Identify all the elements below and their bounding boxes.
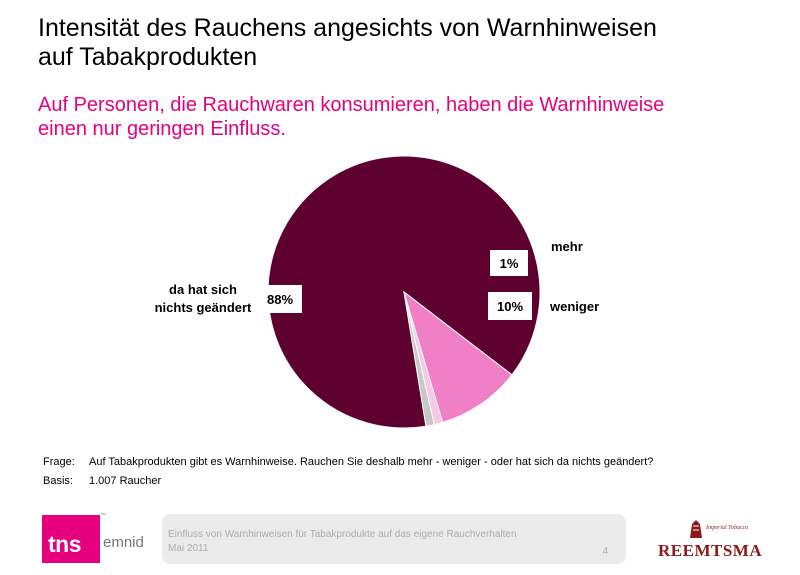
reemtsma-logo-text: REEMTSMA (658, 541, 763, 560)
footer-date: Mai 2011 (168, 543, 209, 554)
value-label-box-0 (258, 285, 302, 313)
title-line-1: Intensität des Rauchens angesichts von W… (38, 14, 657, 42)
brand-mark-text: Imperial Tobacco (705, 525, 748, 531)
value-label-0: 88% (267, 292, 293, 307)
value-label-box-2 (490, 250, 528, 276)
basis-text: 1.007 Raucher (89, 475, 162, 487)
title-line-2: auf Tabakprodukten (38, 43, 258, 71)
pie-slice-1 (403, 290, 513, 424)
value-label-1: 10% (497, 299, 523, 314)
footer-bar: Einfluss von Warnhinweisen für Tabakprod… (162, 514, 626, 564)
page-subtitle: Auf Personen, die Rauchwaren konsumieren… (38, 93, 778, 141)
category-label-0-line-1: da hat sich (169, 282, 237, 297)
tns-logo: tns ™ (42, 513, 106, 563)
category-label-2: mehr (551, 239, 583, 254)
page-number: 4 (602, 546, 608, 557)
footer-study-title: Einfluss von Warnhinweisen für Tabakprod… (168, 529, 517, 540)
question-text: Auf Tabakprodukten gibt es Warnhinweise.… (89, 456, 654, 468)
imperial-tobacco-logo: Imperial Tobacco (690, 520, 748, 538)
emnid-logo-text: emnid (103, 534, 144, 551)
question-key: Frage: (43, 456, 75, 468)
value-label-box-1 (488, 292, 532, 320)
basis-key: Basis: (43, 475, 73, 487)
subtitle-line-2: einen nur geringen Einfluss. (38, 118, 286, 140)
pie-chart: 88% 10% 1% da hat sich nichts geändert wenige… (155, 155, 599, 429)
tns-logo-text: tns (48, 531, 82, 557)
category-label-1: weniger (549, 299, 599, 314)
page-title: Intensität des Rauchens angesichts von W… (38, 14, 778, 72)
value-label-2: 1% (500, 256, 519, 271)
subtitle-line-1: Auf Personen, die Rauchwaren konsumieren… (38, 94, 665, 116)
trademark-mark: ™ (100, 513, 106, 519)
category-label-0-line-2: nichts geändert (155, 300, 252, 315)
